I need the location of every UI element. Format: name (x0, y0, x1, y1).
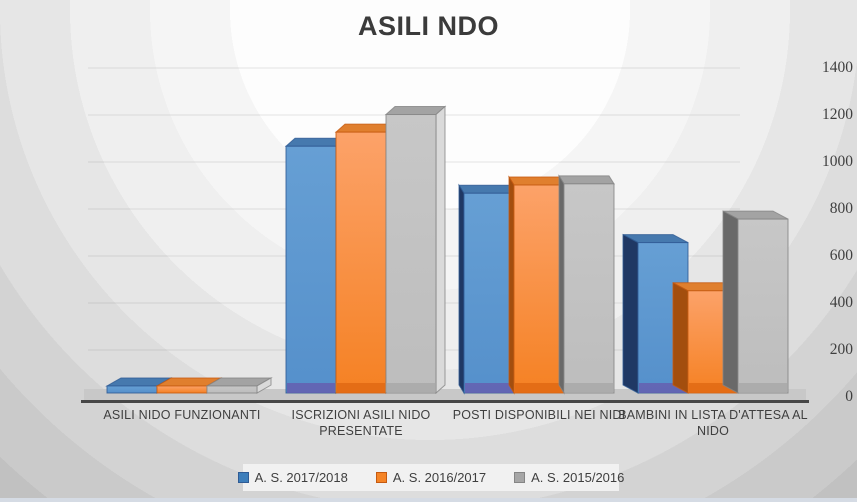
bar-floor-transparency (465, 383, 513, 393)
legend-swatch-gray-icon (514, 472, 526, 483)
category-label: ISCRIZIONI ASILI NIDO PRESENTATE (291, 408, 431, 439)
bar-side-face (558, 174, 565, 395)
legend-swatch-blue-icon (237, 472, 249, 483)
bar-2-group-2 (335, 131, 387, 394)
bar-top-face (558, 175, 615, 185)
bar-3-group-3 (563, 183, 615, 394)
y-tick-label: 800 (829, 200, 853, 217)
legend-item-2015-2016: A. S. 2015/2016 (514, 470, 624, 485)
legend-item-2016-2017: A. S. 2016/2017 (375, 470, 487, 485)
bar-side-face (435, 105, 446, 395)
legend: A. S. 2017/2018 A. S. 2016/2017 A. S. 20… (237, 464, 624, 491)
category-label: ASILI NIDO FUNZIONANTI (103, 408, 261, 422)
y-tick-label: 400 (829, 294, 853, 311)
bar-floor-transparency (639, 383, 687, 393)
category-label: BAMBINI IN LISTA D'ATTESA AL NIDO (618, 408, 808, 439)
legend-label: A. S. 2017/2018 (254, 470, 348, 485)
bar-side-face (722, 210, 739, 394)
bar-1-group-2 (285, 145, 337, 394)
y-tick-label: 1000 (822, 153, 853, 170)
y-tick-label: 600 (829, 247, 853, 264)
y-tick-label: 1200 (822, 106, 853, 123)
y-tick-label: 200 (829, 341, 853, 358)
bar-top-face (508, 176, 565, 186)
bar-floor-transparency (387, 383, 435, 393)
bar-side-face (508, 175, 515, 395)
chart-title: ASILI NDO (357, 11, 499, 41)
bar-floor-transparency (565, 383, 613, 393)
bar-3-group-1 (206, 385, 258, 394)
bottom-frame-edge (0, 498, 857, 502)
bar-1-group-3 (463, 192, 515, 394)
bar-floor-transparency (515, 383, 563, 393)
chart-floor (84, 389, 806, 400)
bar-side-face (672, 281, 689, 394)
bar-floor-transparency (689, 383, 737, 393)
bar-2-group-3 (513, 184, 565, 394)
bar-3-group-2 (385, 114, 437, 394)
bar-2-group-1 (156, 385, 208, 394)
bar-side-face (458, 183, 465, 395)
y-tick-label: 1400 (822, 59, 853, 76)
category-label: POSTI DISPONIBILI NEI NIDI (452, 408, 626, 422)
y-tick-label: 0 (845, 388, 853, 405)
bar-floor-transparency (739, 383, 787, 393)
chart-floor-edge (81, 400, 809, 403)
bar-top-face (458, 184, 515, 194)
bar-side-face (622, 233, 639, 394)
legend-swatch-orange-icon (375, 472, 387, 483)
bar-floor-transparency (337, 383, 385, 393)
legend-label: A. S. 2015/2016 (531, 470, 625, 485)
bar-top-face (384, 106, 447, 116)
bar-floor-transparency (287, 383, 335, 393)
legend-item-2017-2018: A. S. 2017/2018 (237, 470, 348, 485)
bar-1-group-1 (106, 385, 158, 394)
legend-label: A. S. 2016/2017 (392, 470, 487, 485)
